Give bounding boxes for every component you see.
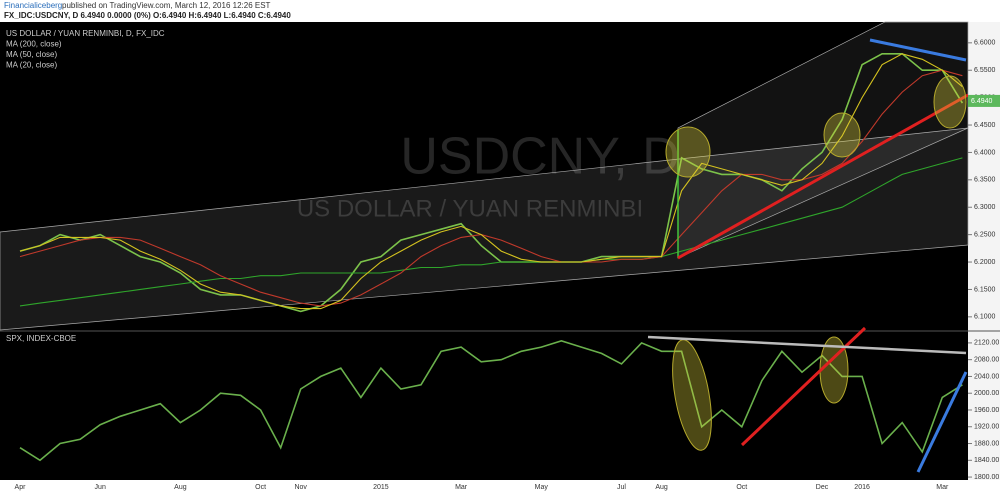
y-tick-label: 2040.00: [974, 373, 999, 380]
x-tick-label: Nov: [294, 484, 307, 491]
last-price-label: 6.4940: [971, 98, 993, 105]
series-layer: [19, 53, 964, 462]
y-tick-label: 1800.00: [974, 474, 999, 481]
x-tick-label: Aug: [655, 484, 668, 491]
x-tick-label: Dec: [816, 484, 829, 491]
x-tick-label: Apr: [15, 484, 27, 491]
y-tick-label: 1960.00: [974, 407, 999, 414]
series-line: [19, 69, 963, 307]
y-tick-label: 6.4000: [974, 149, 996, 156]
highlight: [823, 112, 861, 158]
series-line: [19, 53, 963, 310]
author[interactable]: Financialiceberg: [4, 1, 62, 10]
watermark-subtitle: US DOLLAR / YUAN RENMINBI: [297, 195, 643, 222]
series-line: [19, 53, 964, 313]
series-line: [19, 339, 963, 462]
x-tick-label: Oct: [736, 484, 747, 491]
symbol-line: FX_IDC:USDCNY, D 6.4940 0.0000 (0%) O:6.…: [4, 11, 291, 20]
y-tick-label: 2000.00: [974, 390, 999, 397]
legend-entry: US DOLLAR / YUAN RENMINBI, D, FX_IDC: [6, 29, 165, 38]
x-tick-label: Jun: [95, 484, 106, 491]
x-tick-label: Mar: [455, 484, 468, 491]
series-line: [19, 157, 963, 307]
y-tick-label: 6.4500: [974, 122, 996, 129]
last-price-tag: [968, 94, 1000, 107]
y-tick-label: 6.6000: [974, 40, 996, 47]
trend-line: [647, 335, 967, 355]
x-tick-label: Mar: [936, 484, 949, 491]
y-tick-label: 1840.00: [974, 457, 999, 464]
trend-line: [677, 93, 969, 260]
y-tick-label: 6.2000: [974, 259, 996, 266]
x-tick-label: 2016: [854, 484, 870, 491]
y-tick-label: 6.1000: [974, 314, 996, 321]
y-tick-label: 6.5500: [974, 67, 996, 74]
highlight: [665, 126, 711, 178]
legend-entry: MA (20, close): [6, 61, 57, 70]
y-tick-label: 1880.00: [974, 440, 999, 447]
y-tick-label: 2080.00: [974, 357, 999, 364]
y-tick-label: 6.3000: [974, 204, 996, 211]
x-tick-label: 2015: [373, 484, 389, 491]
pane-label: SPX, INDEX-CBOE: [6, 334, 76, 343]
y-tick-label: 6.1500: [974, 286, 996, 293]
x-tick-label: Jul: [617, 484, 626, 491]
x-tick-label: Oct: [255, 484, 266, 491]
legend: US DOLLAR / YUAN RENMINBI, D, FX_IDC MA (…: [6, 29, 165, 70]
y-tick-label: 6.3500: [974, 177, 996, 184]
legend-entry: MA (200, close): [6, 40, 62, 49]
x-tick-label: May: [535, 484, 549, 491]
y-tick-label: 6.2500: [974, 231, 996, 238]
y-tick-label: 1920.00: [974, 424, 999, 431]
watermark: USDCNY, D: [400, 128, 679, 186]
published: published on TradingView.com, March 12, …: [62, 1, 271, 10]
trend-line: [869, 38, 967, 62]
y-tick-label: 2120.00: [974, 340, 999, 347]
trend-line: [916, 371, 968, 473]
highlight: [933, 75, 967, 129]
x-tick-label: Aug: [174, 484, 187, 491]
legend-entry: MA (50, close): [6, 50, 57, 59]
channel: [0, 127, 969, 331]
